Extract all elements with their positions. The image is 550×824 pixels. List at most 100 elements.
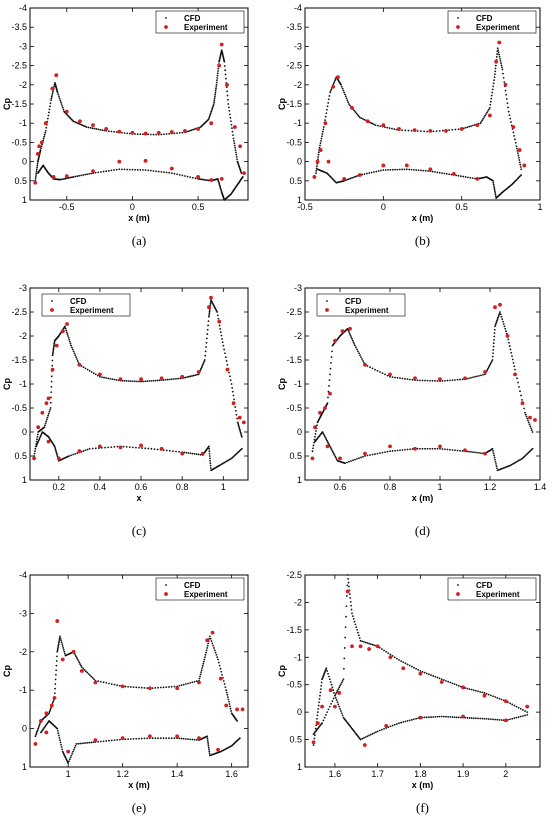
- cfd-point-lower: [56, 730, 59, 732]
- cfd-point-upper: [236, 720, 239, 722]
- experiment-point: [169, 130, 174, 134]
- cfd-point-lower: [396, 449, 399, 452]
- cfd-point-upper: [59, 635, 61, 638]
- cfd-point-upper: [115, 131, 118, 134]
- cfd-point-upper: [146, 687, 149, 689]
- cfd-point-lower: [40, 432, 43, 435]
- cfd-point-lower: [61, 748, 64, 751]
- cfd-point-upper: [225, 689, 228, 692]
- experiment-point: [503, 82, 508, 87]
- cfd-point-upper: [230, 123, 233, 126]
- cfd-point-lower: [391, 450, 394, 452]
- cfd-point-lower: [325, 438, 328, 441]
- cfd-point-upper: [85, 126, 88, 128]
- cfd-point-lower: [176, 173, 178, 176]
- cfd-point-upper: [346, 327, 349, 330]
- cfd-point-lower: [82, 450, 85, 452]
- cfd-point-upper: [79, 663, 82, 665]
- cfd-point-upper: [368, 642, 370, 645]
- y-tick-label: -2: [294, 597, 302, 607]
- cfd-point-lower: [128, 168, 131, 171]
- cfd-point-lower: [76, 452, 79, 455]
- cfd-point-upper: [331, 686, 334, 689]
- cfd-point-upper: [316, 717, 318, 720]
- cfd-point-upper: [421, 670, 424, 673]
- cfd-point-upper: [468, 688, 471, 690]
- x-tick-label: -0.5: [59, 202, 75, 212]
- experiment-point: [463, 448, 467, 453]
- cfd-point-upper: [494, 70, 497, 73]
- cfd-point-upper: [53, 692, 56, 695]
- y-tick-label: -3.5: [11, 22, 27, 32]
- cfd-point-lower: [326, 439, 328, 442]
- cfd-point-upper: [136, 380, 138, 383]
- y-tick-label: -0.5: [11, 403, 27, 413]
- cfd-point-upper: [202, 662, 205, 665]
- cfd-point-upper: [398, 659, 400, 661]
- cfd-point-lower: [97, 171, 100, 174]
- experiment-point: [71, 649, 76, 654]
- cfd-point-lower: [355, 175, 358, 178]
- cfd-point-lower: [132, 737, 135, 740]
- cfd-point-lower: [361, 737, 364, 740]
- cfd-point-upper: [487, 367, 489, 370]
- experiment-point: [91, 123, 95, 128]
- cfd-point-upper: [217, 658, 219, 661]
- cfd-point-lower: [173, 737, 176, 740]
- cfd-point-upper: [453, 683, 456, 686]
- experiment-point: [44, 730, 49, 735]
- y-tick-label: -1.5: [286, 99, 302, 109]
- cfd-point-upper: [103, 376, 105, 379]
- experiment-point: [418, 715, 423, 720]
- panel-caption: (f): [416, 800, 429, 815]
- cfd-point-upper: [53, 344, 55, 347]
- cfd-point-lower: [363, 173, 366, 175]
- cfd-point-lower: [376, 730, 379, 733]
- cfd-point-upper: [125, 380, 128, 382]
- cfd-point-lower: [219, 186, 222, 188]
- cfd-point-upper: [229, 379, 232, 382]
- cfd-point-upper: [353, 109, 356, 112]
- cfd-point-upper: [233, 142, 236, 145]
- cfd-point-upper: [197, 373, 200, 376]
- cfd-point-upper: [381, 372, 384, 375]
- y-axis-label: Cp: [277, 378, 287, 390]
- cfd-point-upper: [212, 104, 215, 107]
- cfd-point-lower: [322, 719, 325, 722]
- cfd-point-lower: [90, 741, 93, 744]
- cfd-point-upper: [326, 105, 329, 108]
- experiment-point: [219, 176, 224, 181]
- y-tick-label: -2: [19, 80, 27, 90]
- cfd-point-upper: [203, 360, 206, 363]
- cfd-point-lower: [56, 727, 59, 730]
- cfd-point-lower: [55, 449, 57, 452]
- cfd-point-upper: [366, 642, 369, 644]
- cfd-point-upper: [56, 650, 59, 653]
- cfd-point-upper: [115, 378, 118, 381]
- cfd-point-lower: [431, 170, 434, 173]
- cfd-point-lower: [325, 713, 327, 716]
- cfd-point-upper: [364, 641, 367, 644]
- cfd-point-lower: [406, 720, 409, 722]
- cfd-point-upper: [202, 361, 205, 364]
- cfd-point-upper: [219, 327, 222, 330]
- legend-experiment-marker: [164, 592, 168, 596]
- cfd-point-upper: [52, 345, 55, 348]
- cfd-point-upper: [234, 149, 237, 151]
- cfd-point-lower: [417, 169, 420, 172]
- cfd-point-upper: [64, 325, 66, 328]
- cfd-point-upper: [199, 673, 202, 676]
- cfd-point-upper: [504, 327, 507, 330]
- cfd-point-upper: [525, 415, 528, 418]
- cfd-point-upper: [87, 672, 90, 675]
- cfd-point-upper: [438, 677, 441, 680]
- cfd-point-upper: [384, 126, 386, 129]
- y-tick-label: 1: [297, 475, 302, 485]
- experiment-point: [358, 644, 363, 649]
- cfd-point-upper: [416, 130, 419, 132]
- cfd-point-upper: [517, 152, 519, 155]
- cfd-point-upper: [507, 338, 510, 341]
- experiment-point: [217, 319, 222, 324]
- cfd-point-upper: [83, 668, 86, 671]
- cfd-point-upper: [222, 344, 225, 347]
